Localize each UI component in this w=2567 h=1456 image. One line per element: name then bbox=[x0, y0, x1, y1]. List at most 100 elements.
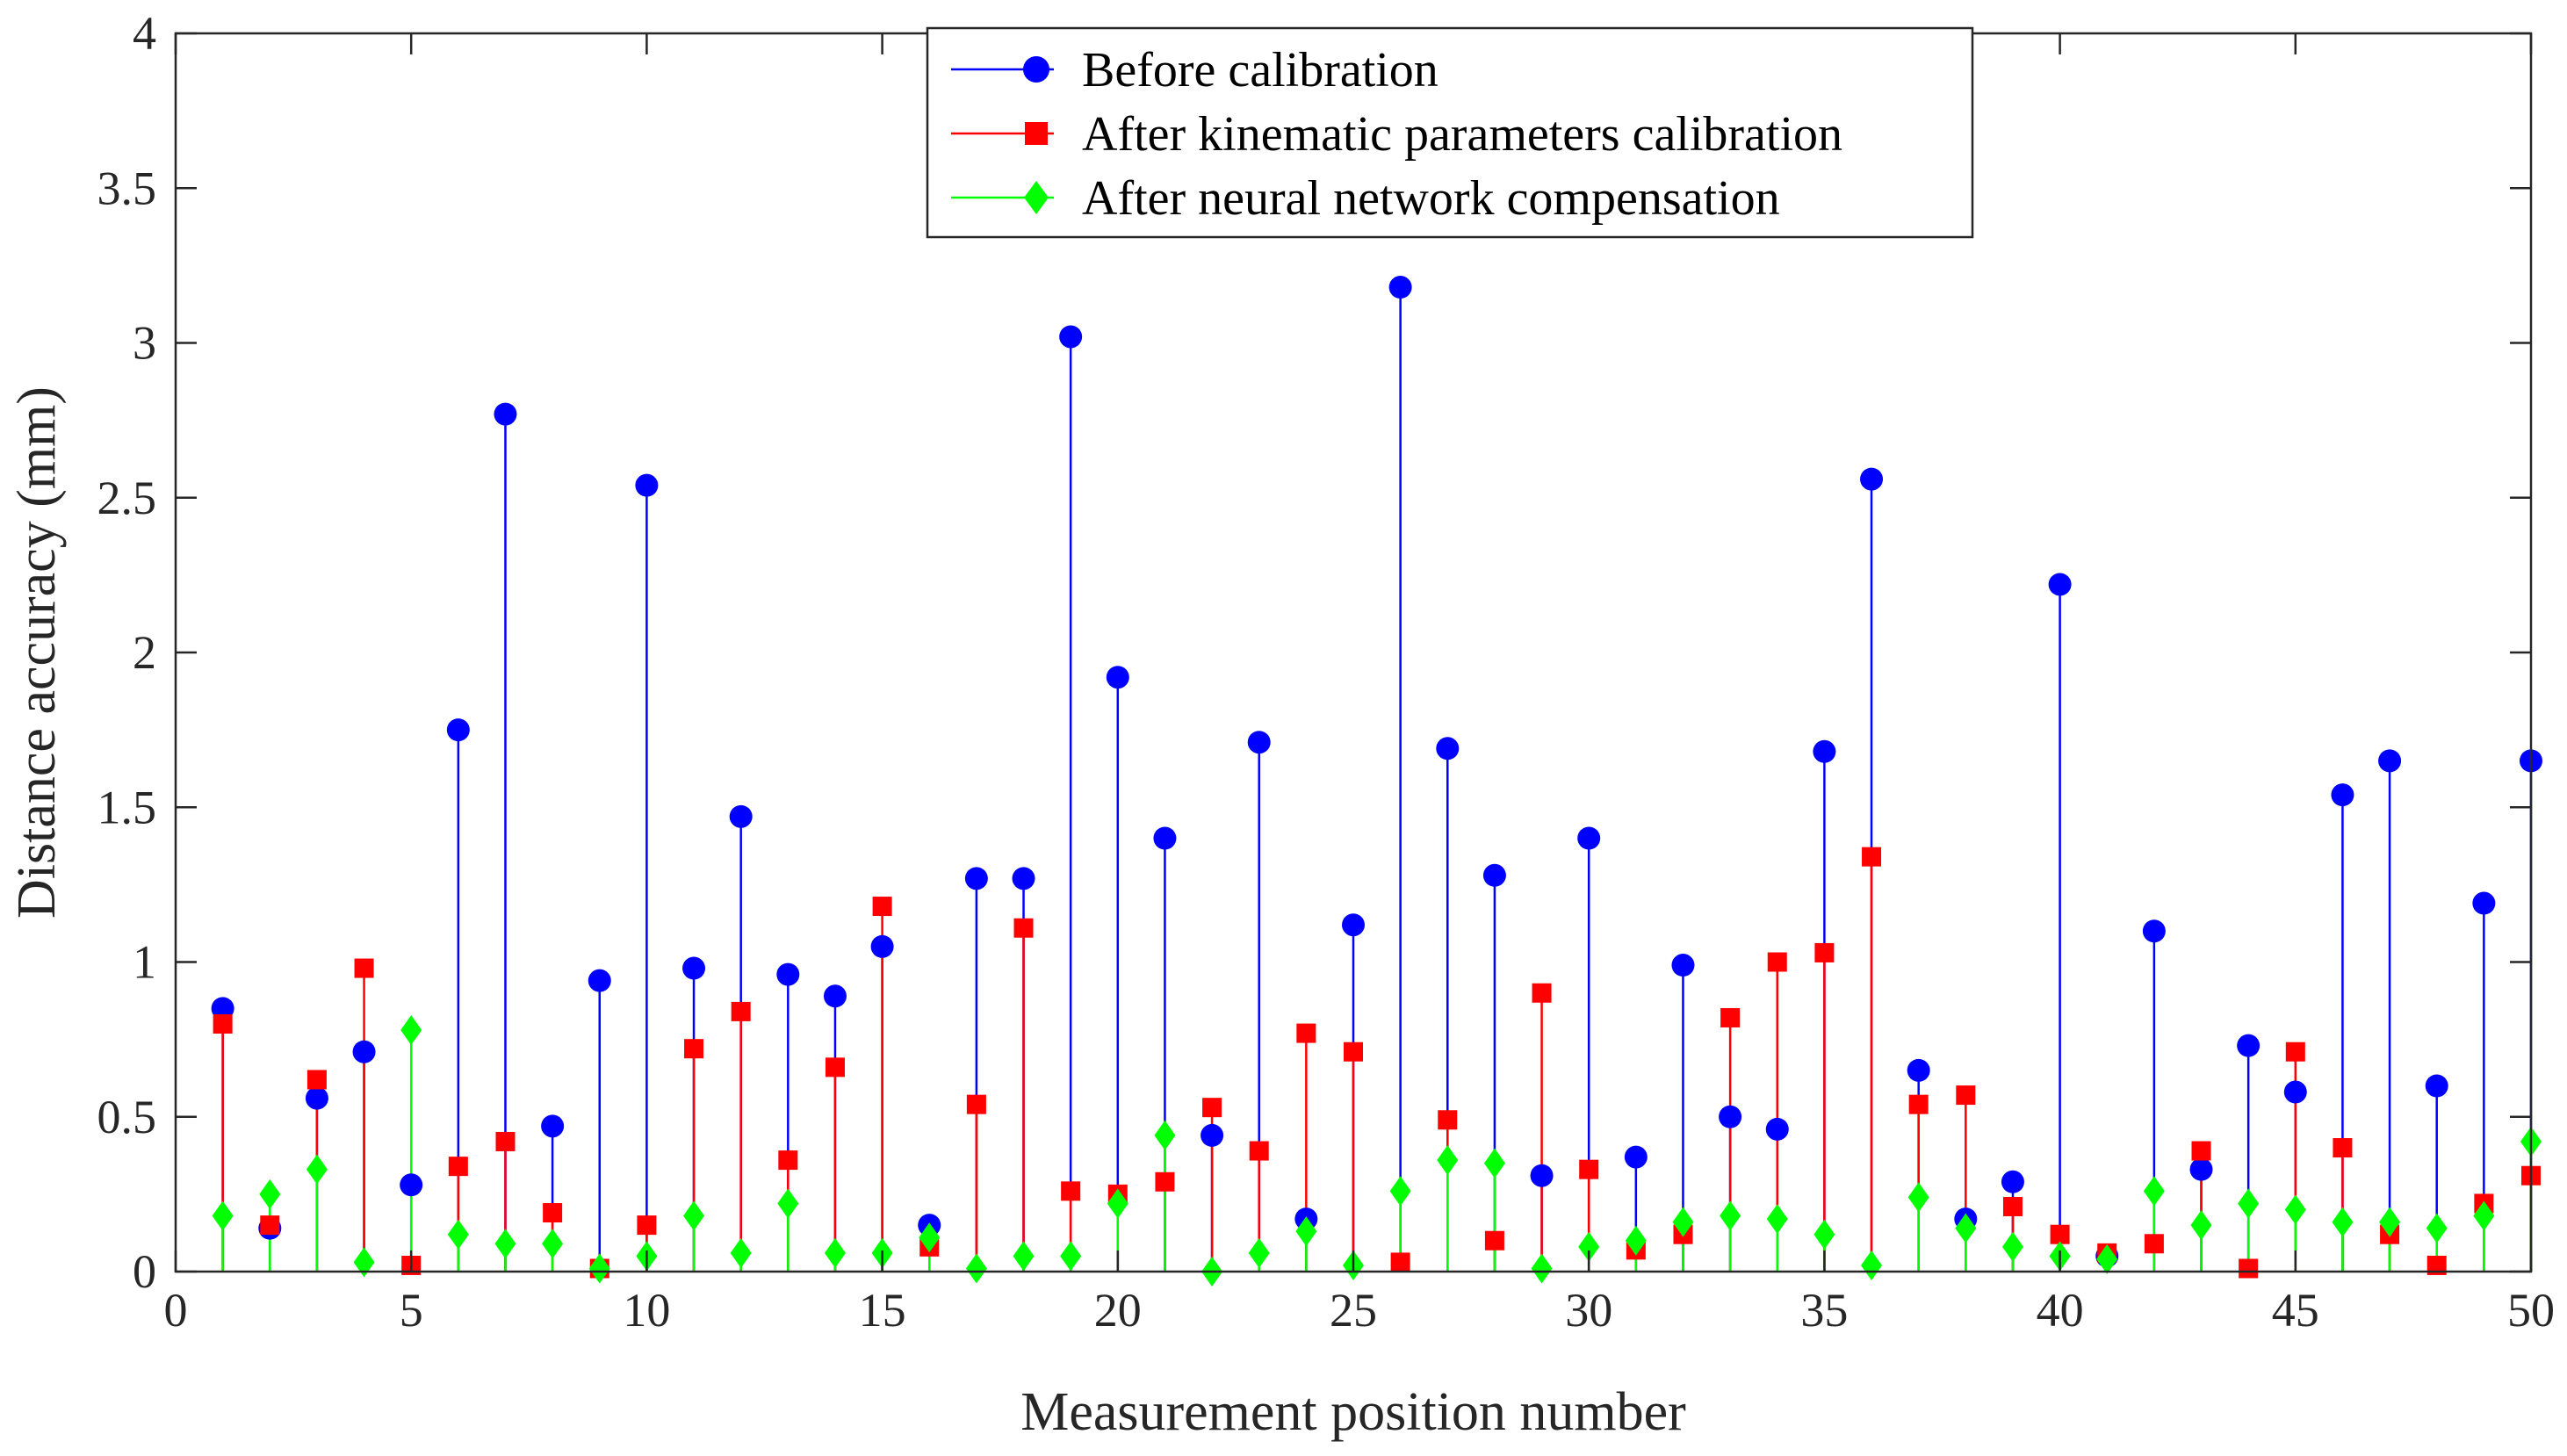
ticks-layer: 0 5 10 15 20 25 30 35 40 45 50 0 0.5 1 1.5 2 2.5 3 3.5 4 bbox=[97, 7, 2556, 1337]
legend-marker-circle bbox=[1023, 56, 1049, 83]
marker-kinematic bbox=[2333, 1138, 2353, 1157]
marker-kinematic bbox=[1390, 1252, 1410, 1272]
marker-before bbox=[1530, 1164, 1554, 1187]
marker-before bbox=[823, 984, 847, 1008]
y-tick-label: 3 bbox=[133, 317, 156, 370]
marker-kinematic bbox=[495, 1131, 516, 1151]
marker-kinematic bbox=[306, 1070, 327, 1090]
marker-kinematic bbox=[543, 1203, 563, 1223]
marker-before bbox=[1907, 1058, 1930, 1082]
marker-kinematic bbox=[2285, 1042, 2305, 1062]
marker-before bbox=[352, 1040, 376, 1063]
marker-before bbox=[1059, 325, 1083, 349]
marker-kinematic bbox=[2239, 1258, 2259, 1279]
marker-neural bbox=[2332, 1207, 2354, 1237]
marker-neural bbox=[1437, 1145, 1459, 1176]
marker-neural bbox=[2143, 1176, 2165, 1207]
marker-before bbox=[964, 867, 988, 890]
y-tick-label: 2 bbox=[133, 626, 156, 679]
marker-before bbox=[1436, 737, 1460, 760]
marker-neural bbox=[1861, 1250, 1883, 1280]
marker-neural bbox=[1154, 1120, 1176, 1150]
marker-neural bbox=[730, 1237, 752, 1268]
marker-before bbox=[494, 402, 517, 426]
marker-neural bbox=[353, 1247, 375, 1278]
marker-kinematic bbox=[637, 1215, 657, 1236]
x-tick-label: 20 bbox=[1094, 1284, 1142, 1337]
y-tick-label: 1.5 bbox=[97, 781, 157, 833]
marker-neural bbox=[1531, 1253, 1553, 1284]
marker-before bbox=[1577, 826, 1601, 850]
marker-kinematic bbox=[2002, 1196, 2023, 1216]
marker-before bbox=[1247, 731, 1271, 754]
x-tick-label: 35 bbox=[1800, 1284, 1848, 1337]
marker-kinematic bbox=[2426, 1255, 2447, 1275]
marker-neural bbox=[1013, 1241, 1035, 1272]
marker-before bbox=[2425, 1074, 2448, 1098]
marker-kinematic bbox=[354, 958, 374, 978]
marker-before bbox=[1860, 467, 1884, 491]
marker-kinematic bbox=[1908, 1094, 1929, 1114]
marker-kinematic bbox=[1202, 1098, 1222, 1118]
marker-neural bbox=[824, 1237, 846, 1268]
marker-before bbox=[2331, 783, 2354, 807]
marker-before bbox=[541, 1114, 565, 1138]
marker-neural bbox=[2190, 1210, 2212, 1241]
marker-before bbox=[1153, 826, 1177, 850]
x-tick-label: 30 bbox=[1565, 1284, 1612, 1337]
x-tick-label: 40 bbox=[2037, 1284, 2084, 1337]
y-tick-label: 4 bbox=[133, 7, 156, 60]
marker-neural bbox=[447, 1219, 469, 1250]
marker-before bbox=[2189, 1157, 2213, 1181]
marker-kinematic bbox=[2050, 1224, 2070, 1244]
marker-kinematic bbox=[2144, 1234, 2164, 1254]
marker-neural bbox=[2096, 1243, 2118, 1274]
legend-box bbox=[926, 26, 1974, 239]
marker-before bbox=[682, 956, 706, 980]
marker-neural bbox=[1248, 1237, 1270, 1268]
legend-label-kinematic: After kinematic parameters calibration bbox=[1082, 107, 1842, 162]
legend-entry-before: Before calibration bbox=[951, 43, 1439, 97]
marker-neural bbox=[2473, 1200, 2495, 1231]
marker-before bbox=[1106, 666, 1129, 689]
marker-kinematic bbox=[448, 1157, 468, 1177]
marker-kinematic bbox=[1720, 1007, 1741, 1027]
x-tick-label: 15 bbox=[859, 1284, 906, 1337]
y-tick-label: 0.5 bbox=[97, 1091, 157, 1143]
marker-kinematic bbox=[1013, 918, 1034, 938]
marker-neural bbox=[1766, 1204, 1788, 1235]
marker-before bbox=[1624, 1145, 1648, 1169]
legend-marker-square bbox=[1025, 122, 1048, 145]
legend: Before calibration After kinematic param… bbox=[926, 26, 1974, 239]
marker-before bbox=[1765, 1117, 1789, 1141]
marker-neural bbox=[1389, 1176, 1411, 1207]
marker-neural bbox=[212, 1200, 234, 1231]
marker-kinematic bbox=[1438, 1110, 1458, 1130]
x-axis-title: Measurement position number bbox=[1020, 1382, 1686, 1442]
marker-kinematic bbox=[1579, 1159, 1599, 1179]
marker-neural bbox=[1295, 1216, 1317, 1247]
marker-before bbox=[776, 962, 800, 986]
marker-kinematic bbox=[872, 897, 892, 917]
x-tick-label: 50 bbox=[2507, 1284, 2555, 1337]
x-tick-label: 5 bbox=[400, 1284, 423, 1337]
marker-before bbox=[588, 969, 611, 992]
marker-kinematic bbox=[1532, 983, 1552, 1003]
marker-neural bbox=[1625, 1225, 1647, 1256]
marker-kinematic bbox=[684, 1039, 704, 1059]
marker-kinematic bbox=[825, 1057, 845, 1078]
marker-neural bbox=[683, 1200, 705, 1231]
marker-before bbox=[211, 997, 234, 1020]
marker-before bbox=[1388, 276, 1412, 299]
marker-neural bbox=[400, 1015, 422, 1046]
marker-kinematic bbox=[1814, 942, 1835, 962]
marker-kinematic bbox=[1862, 847, 1882, 867]
marker-neural bbox=[1672, 1207, 1694, 1237]
marker-neural bbox=[542, 1229, 564, 1259]
marker-before bbox=[635, 473, 659, 497]
marker-before bbox=[1482, 863, 1506, 887]
marker-neural bbox=[1720, 1200, 1741, 1231]
legend-label-neural: After neural network compensation bbox=[1082, 171, 1780, 226]
marker-neural bbox=[777, 1188, 799, 1219]
